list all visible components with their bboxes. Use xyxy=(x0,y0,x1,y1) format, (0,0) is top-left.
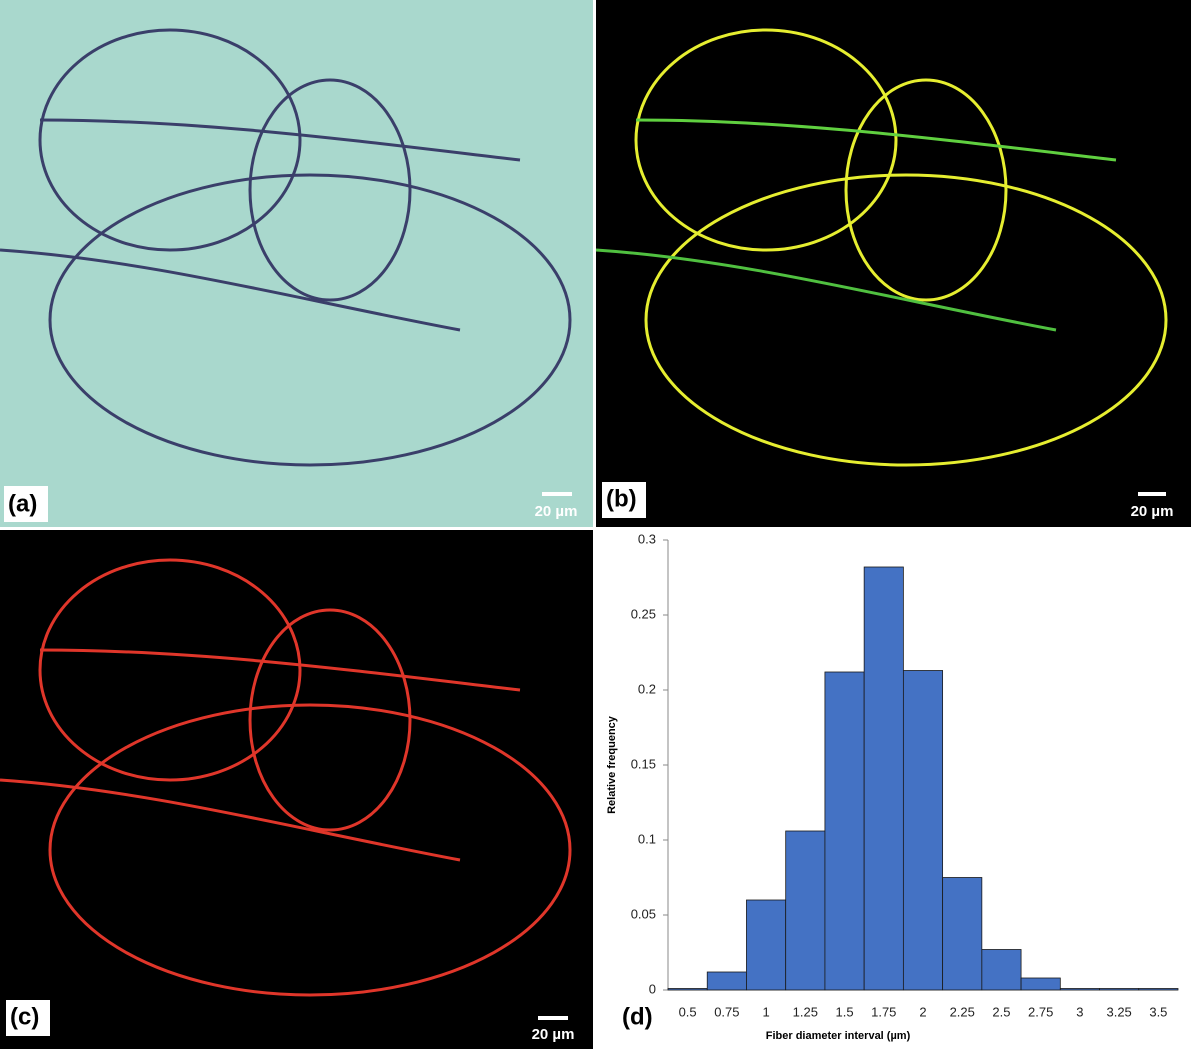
y-tick-label: 0.1 xyxy=(638,831,656,846)
x-tick-label: 0.75 xyxy=(714,1004,739,1019)
label-box xyxy=(6,1000,50,1036)
y-tick-label: 0.2 xyxy=(638,681,656,696)
y-tick-label: 0 xyxy=(649,981,656,996)
bar xyxy=(746,899,787,991)
fibers-a xyxy=(0,28,572,467)
bar xyxy=(824,671,865,991)
x-tick-label: 1 xyxy=(762,1004,769,1019)
label-box xyxy=(4,486,48,522)
x-tick-label: 2.25 xyxy=(950,1004,975,1019)
x-tick-label: 3.5 xyxy=(1149,1004,1167,1019)
scale-bar-label: 20 µm xyxy=(535,503,578,520)
x-tick-label: 1.75 xyxy=(871,1004,896,1019)
scale-bar-label: 20 µm xyxy=(532,1026,575,1043)
micrograph-b xyxy=(596,0,1191,527)
bar xyxy=(902,670,944,991)
bar xyxy=(706,971,747,991)
bar xyxy=(1138,988,1179,991)
bar xyxy=(981,949,1022,991)
panel-label: (d) xyxy=(622,1003,653,1030)
bar xyxy=(667,988,708,991)
x-tick-label: 2 xyxy=(919,1004,926,1019)
bar xyxy=(863,566,904,991)
micrograph-a xyxy=(0,0,593,527)
label-box xyxy=(602,482,646,518)
x-tick-label: 1.25 xyxy=(793,1004,818,1019)
bar xyxy=(1020,977,1061,991)
y-tick-label: 0.05 xyxy=(631,906,656,921)
x-tick-label: 3.25 xyxy=(1106,1004,1131,1019)
x-tick-label: 2.75 xyxy=(1028,1004,1053,1019)
scale-bar-label: 20 µm xyxy=(1131,503,1174,520)
x-tick-label: 3 xyxy=(1076,1004,1083,1019)
x-tick-label: 2.5 xyxy=(992,1004,1010,1019)
y-tick-label: 0.25 xyxy=(631,606,656,621)
y-tick-label: 0.3 xyxy=(638,531,656,546)
y-axis-title: Relative frequency xyxy=(606,715,618,814)
fibers-b xyxy=(595,28,1168,467)
bar xyxy=(942,877,983,991)
x-tick-label: 0.5 xyxy=(679,1004,697,1019)
fibers-c xyxy=(0,558,572,997)
bar xyxy=(785,830,826,991)
y-tick-label: 0.15 xyxy=(631,756,656,771)
x-tick-label: 1.5 xyxy=(835,1004,853,1019)
x-axis-title: Fiber diameter interval (µm) xyxy=(766,1030,911,1042)
panel-label: (a) xyxy=(8,490,37,517)
panel-label: (c) xyxy=(10,1003,39,1030)
panel-label: (b) xyxy=(606,485,637,512)
bar xyxy=(1099,988,1140,991)
bar xyxy=(1059,988,1100,991)
